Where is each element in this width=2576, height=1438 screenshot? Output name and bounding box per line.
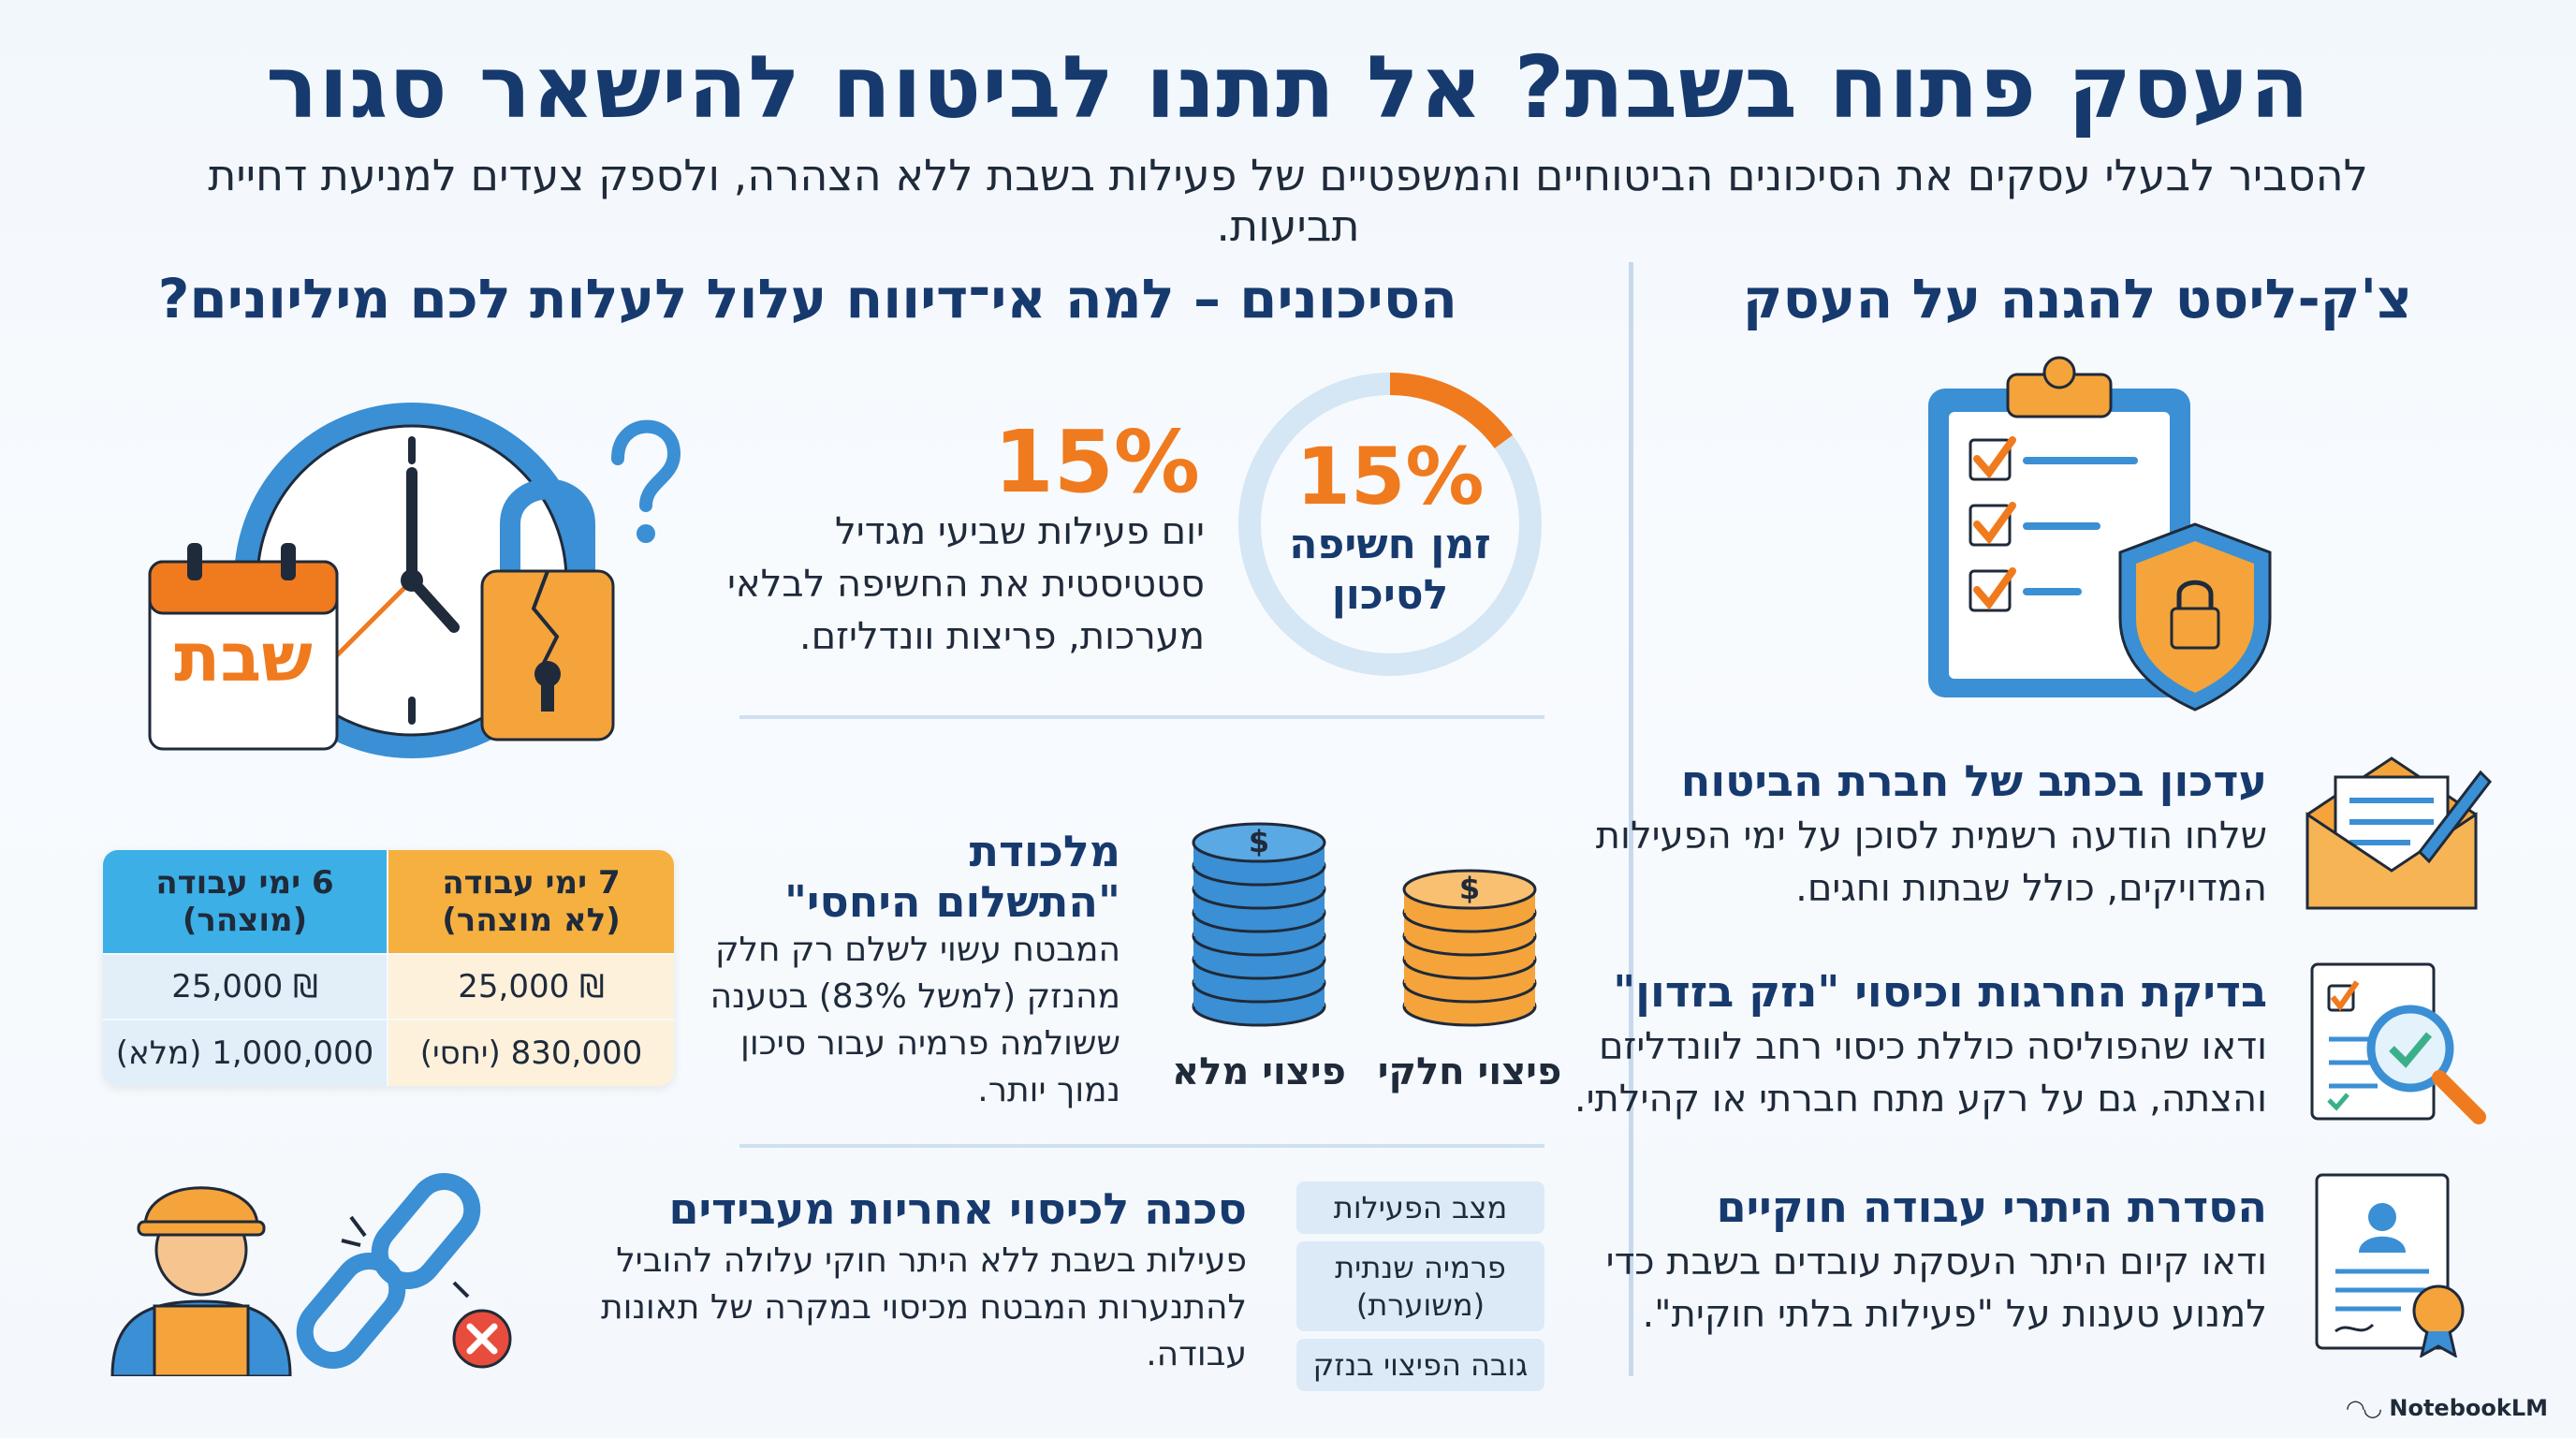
table-header-declared-line2: (מוצהר) [182, 902, 308, 939]
row-label-activity: מצב הפעילות [1296, 1181, 1544, 1234]
brand-name: NotebookLM [2389, 1395, 2548, 1421]
full-compensation-label: פיצוי מלא [1172, 1050, 1346, 1093]
table-header-undeclared-line2: (לא מוצהר) [442, 902, 621, 939]
table-header-declared: 6 ימי עבודה (מוצהר) [103, 850, 387, 953]
exposure-ring-chart [1238, 373, 1542, 676]
calendar-label: שבת [174, 618, 313, 697]
checklist-item-2-title: בדיקת החרגות וכיסוי "נזק בזדון" [1613, 966, 2267, 1017]
column-divider [1629, 262, 1633, 1376]
risks-heading: הסיכונים – למה אי־דיווח עלול לעלות לכם מ… [157, 267, 1457, 330]
checklist-heading: צ'ק-ליסט להגנה על העסק [1742, 267, 2412, 330]
svg-text:$: $ [1249, 824, 1269, 859]
table-cell-r2-declared: 1,000,000 (מלא) [103, 1020, 387, 1086]
checklist-item-3-line1: ודאו קיום היתר העסקת עובדים בשבת כדי [1605, 1240, 2267, 1284]
relative-title-line1: מלכודת [969, 826, 1120, 876]
ring-arc [1389, 373, 1514, 449]
envelope-pen-icon [2305, 756, 2492, 910]
row-label-compensation: גובה הפיצוי בנזק [1296, 1339, 1544, 1391]
relative-desc-line3: ששולמה פרמיה עבור סיכון [740, 1024, 1120, 1063]
table-header-undeclared-line1: 7 ימי עבודה [442, 864, 621, 902]
section-divider-2 [739, 1144, 1544, 1148]
checklist-item-1-title: עדכון בכתב של חברת הביטוח [1680, 756, 2267, 806]
checklist-item-3-title: הסדרת היתרי עבודה חוקיים [1716, 1181, 2267, 1232]
brand-label: ◠◡ NotebookLM [2347, 1395, 2548, 1421]
ring-label-line2: לסיכון [1331, 571, 1449, 619]
section-divider-1 [739, 715, 1544, 719]
page-title: העסק פתוח בשבת? אל תתנו לביטוח להישאר סג… [266, 37, 2310, 138]
certificate-icon [2315, 1173, 2465, 1357]
ring-label-line1: זמן חשיפה [1289, 521, 1491, 568]
clipboard-shield-icon [1928, 356, 2272, 712]
relative-desc-line4: נמוך יותר. [977, 1071, 1120, 1109]
page-subtitle: להסביר לבעלי עסקים את הסיכונים הביטוחיים… [208, 150, 2368, 251]
exposure-pct: 15% [993, 412, 1200, 512]
exposure-desc-line2: סטטיסטית את החשיפה לבלאי [726, 563, 1205, 606]
checklist-item-1-line1: שלחו הודעה רשמית לסוכן על ימי הפעילות [1595, 814, 2267, 858]
worker-broken-chain-icon [110, 1173, 512, 1376]
employers-desc-line1: פעילות בשבת ללא היתר חוקי עלולה להוביל [616, 1241, 1247, 1280]
notebooklm-logo-icon: ◠◡ [2347, 1395, 2390, 1421]
relative-desc-line1: המבטח עשוי לשלם רק חלק [714, 931, 1120, 969]
partial-coin-stack-icon: $ [1402, 869, 1537, 1027]
table-cell-r1-declared: ₪ 25,000 [103, 955, 387, 1019]
relative-title-line2: "התשלום היחסי" [783, 876, 1120, 927]
checklist-item-1-line2: המדויקים, כולל שבתות וחגים. [1795, 867, 2267, 910]
comparison-table: 6 ימי עבודה (מוצהר) 7 ימי עבודה (לא מוצה… [103, 850, 674, 1086]
employers-title: סכנה לכיסוי אחריות מעבידים [668, 1183, 1247, 1234]
table-cell-r2-undeclared: 830,000 (יחסי) [388, 1020, 674, 1086]
employers-desc-line3: עבודה. [1146, 1335, 1247, 1373]
table-header-declared-line1: 6 ימי עבודה [155, 864, 334, 902]
table-cell-r1-undeclared: ₪ 25,000 [388, 955, 674, 1019]
row-label-premium: פרמיה שנתית (משוערת) [1296, 1241, 1544, 1331]
table-row-labels: מצב הפעילות פרמיה שנתית (משוערת) גובה הפ… [1296, 1181, 1544, 1399]
clock-calendar-lock-icon [148, 403, 681, 758]
table-header-undeclared: 7 ימי עבודה (לא מוצהר) [388, 850, 674, 953]
checklist-item-2-line1: ודאו שהפוליסה כוללת כיסוי רחב לוונדליזם [1598, 1025, 2267, 1068]
checklist-item-2-line2: והצתה, גם על רקע מתח חברתי או קהילתי. [1573, 1078, 2267, 1121]
exposure-desc-line1: יום פעילות שביעי מגדיל [835, 510, 1205, 553]
svg-text:$: $ [1459, 871, 1480, 906]
checklist-item-3-line2: למנוע טענות על "פעילות בלתי חוקית". [1642, 1293, 2267, 1336]
document-magnifier-icon [2310, 962, 2486, 1124]
exposure-desc-line3: מערכות, פריצות וונדליזם. [798, 615, 1205, 658]
full-coin-stack-icon: $ [1192, 822, 1326, 1027]
ring-value: 15% [1295, 431, 1485, 522]
partial-compensation-label: פיצוי חלקי [1377, 1050, 1562, 1093]
employers-desc-line2: להתנערות המבטח מכיסוי במקרה של תאונות [600, 1288, 1247, 1327]
relative-desc-line2: מהנזק (למשל 83%) בטענה [710, 977, 1120, 1016]
